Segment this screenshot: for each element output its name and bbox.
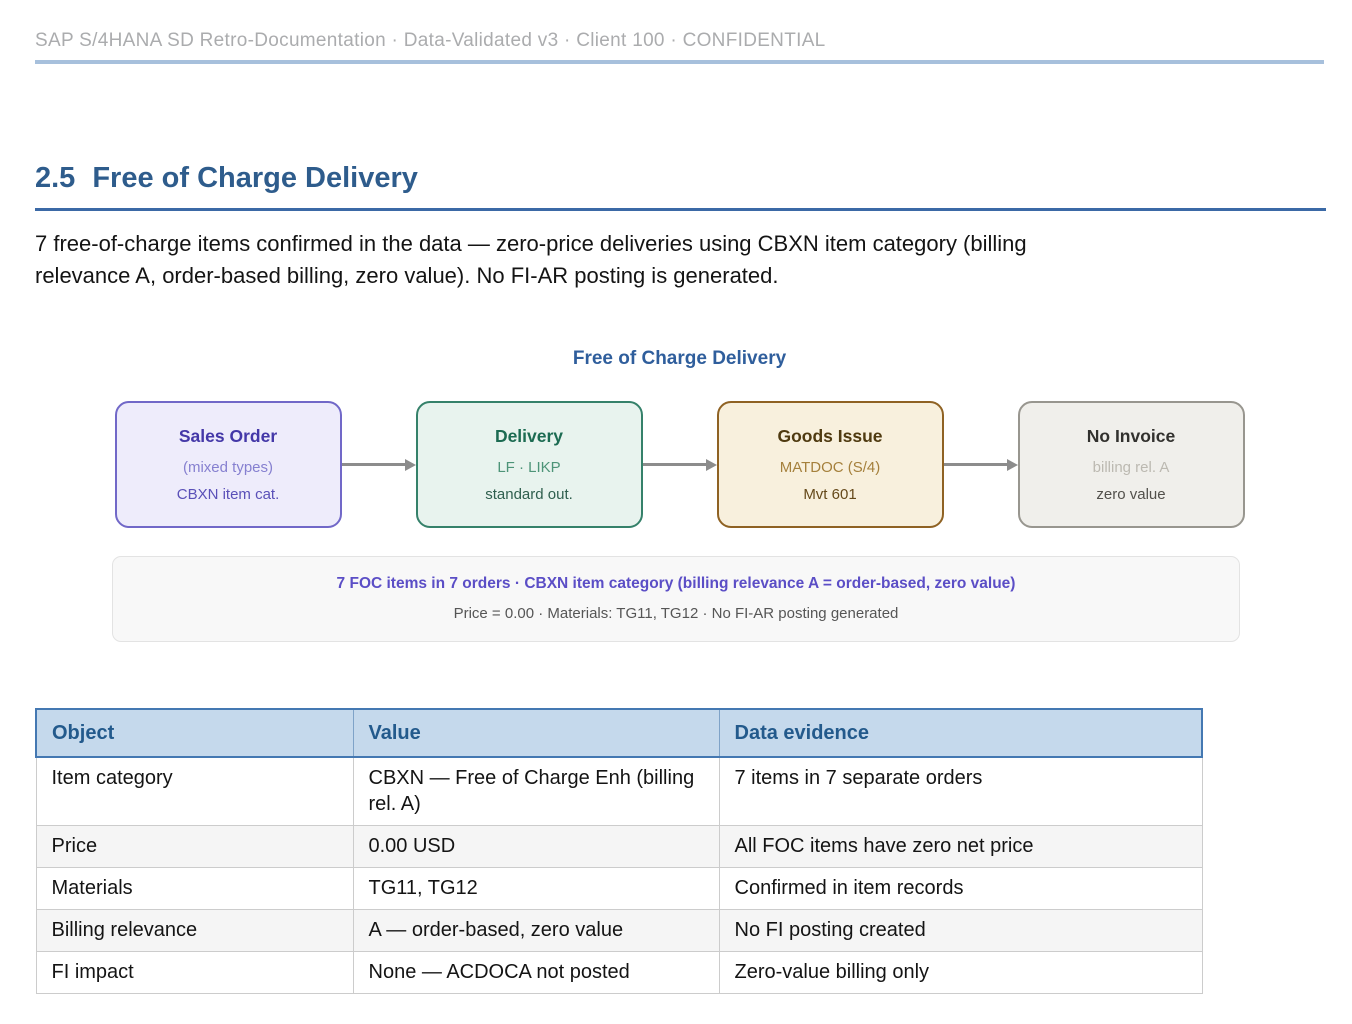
cell-value: CBXN — Free of Charge Enh (billing rel. … [352, 756, 720, 826]
flow-node-delivery: Delivery LF · LIKP standard out. [415, 401, 643, 528]
diagram-title: Free of Charge Delivery [572, 348, 787, 369]
table-row-price: Price 0.00 USD All FOC items have zero n… [35, 825, 1203, 868]
node-subtitle: (mixed types) [182, 459, 274, 476]
intro-line-1: 7 free-of-charge items confirmed in the … [35, 231, 1027, 256]
column-header-data-evidence: Data evidence [718, 708, 1203, 758]
document-header-text: SAP S/4HANA SD Retro-Documentation · Dat… [35, 30, 826, 51]
cell-evidence: No FI posting created [718, 909, 1203, 952]
table-row-fi-impact: FI impact None — ACDOCA not posted Zero-… [35, 951, 1203, 994]
summary-note-box: 7 FOC items in 7 orders · CBXN item cate… [112, 556, 1240, 642]
node-detail: Mvt 601 [803, 486, 857, 503]
flow-node-goods-issue: Goods Issue MATDOC (S/4) Mvt 601 [716, 401, 944, 528]
node-subtitle: MATDOC (S/4) [779, 459, 881, 476]
cell-value: 0.00 USD [352, 825, 720, 868]
flow-diagram: Free of Charge Delivery Sales Order (mix… [35, 348, 1324, 642]
cell-value: TG11, TG12 [352, 867, 720, 910]
node-title: Goods Issue [777, 426, 883, 446]
node-title: Sales Order [178, 426, 278, 446]
intro-line-2: relevance A, order-based billing, zero v… [35, 263, 779, 288]
section-title: Free of Charge Delivery [92, 162, 418, 194]
cell-evidence: 7 items in 7 separate orders [718, 756, 1203, 826]
flow-arrow-icon [342, 457, 416, 473]
cell-evidence: Zero-value billing only [718, 951, 1203, 994]
cell-evidence: All FOC items have zero net price [718, 825, 1203, 868]
cell-object: FI impact [35, 951, 354, 994]
node-detail: standard out. [485, 486, 573, 503]
flow-node-sales-order: Sales Order (mixed types) CBXN item cat. [114, 401, 342, 528]
column-header-object: Object [35, 708, 354, 758]
cell-value: A — order-based, zero value [352, 909, 720, 952]
section-heading: 2.5 Free of Charge Delivery [35, 162, 1326, 211]
node-title: Delivery [494, 426, 564, 446]
node-subtitle: billing rel. A [1092, 459, 1170, 476]
cell-object: Materials [35, 867, 354, 910]
flow-arrow-icon [944, 457, 1018, 473]
table-row-item-category: Item category CBXN — Free of Charge Enh … [35, 756, 1203, 826]
column-header-value: Value [352, 708, 720, 758]
cell-value: None — ACDOCA not posted [352, 951, 720, 994]
diagram-flow-row: Sales Order (mixed types) CBXN item cat.… [35, 401, 1324, 528]
document-header: SAP S/4HANA SD Retro-Documentation · Dat… [35, 30, 1324, 64]
node-detail: zero value [1096, 486, 1166, 503]
section-intro-paragraph: 7 free-of-charge items confirmed in the … [35, 228, 1324, 292]
cell-object: Price [35, 825, 354, 868]
cell-evidence: Confirmed in item records [718, 867, 1203, 910]
evidence-table: Object Value Data evidence Item category… [35, 708, 1203, 994]
flow-arrow-icon [643, 457, 717, 473]
note-line-primary: 7 FOC items in 7 orders · CBXN item cate… [336, 575, 1016, 592]
node-title: No Invoice [1086, 426, 1176, 446]
table-row-billing-relevance: Billing relevance A — order-based, zero … [35, 909, 1203, 952]
node-detail: CBXN item cat. [176, 486, 280, 503]
note-line-secondary: Price = 0.00 · Materials: TG11, TG12 · N… [453, 605, 899, 622]
cell-object: Billing relevance [35, 909, 354, 952]
table-header-row: Object Value Data evidence [35, 708, 1203, 758]
cell-object: Item category [35, 756, 354, 826]
flow-node-no-invoice: No Invoice billing rel. A zero value [1017, 401, 1245, 528]
table-row-materials: Materials TG11, TG12 Confirmed in item r… [35, 867, 1203, 910]
section-number: 2.5 [35, 162, 76, 194]
node-subtitle: LF · LIKP [497, 459, 561, 476]
